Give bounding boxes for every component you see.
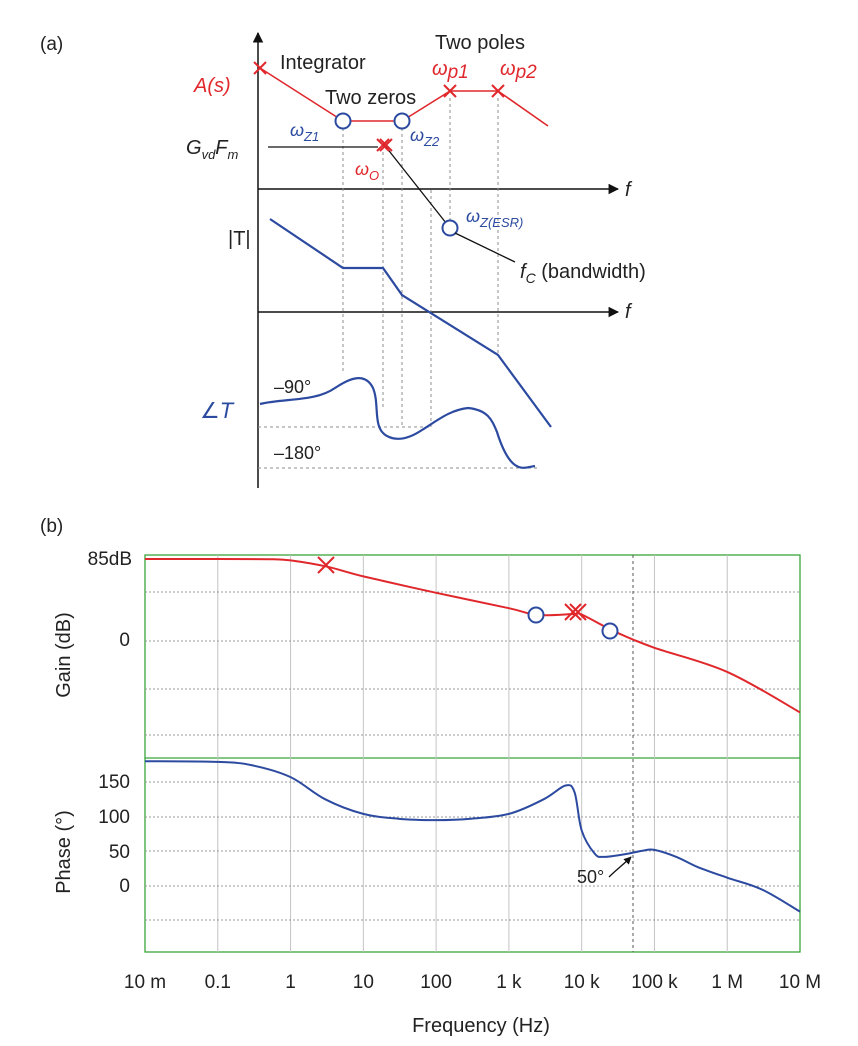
x-tick-label: 1 xyxy=(285,972,296,993)
wz2-label: ωZ2 xyxy=(410,125,440,149)
x-tick-label: 100 k xyxy=(631,972,678,993)
double-pole-to-esr-line xyxy=(385,146,451,229)
wz1-zero-marker xyxy=(334,112,352,130)
t-phase-curve xyxy=(259,377,536,469)
phase-margin-label: 50° xyxy=(577,867,604,887)
gain-axis-label: Gain (dB) xyxy=(53,612,75,698)
gain-tick-85db: 85dB xyxy=(88,549,132,570)
phase-tick-50: 50 xyxy=(109,842,130,863)
x-axis-label: Frequency (Hz) xyxy=(412,1015,550,1037)
plot-frame xyxy=(144,554,801,953)
fc-leader xyxy=(454,232,516,263)
minus-180-label: –180° xyxy=(274,443,321,463)
x-tick-label: 10 m xyxy=(124,972,166,993)
x-tick-label: 10 xyxy=(353,972,374,993)
panel-label-a: (a) xyxy=(40,34,63,55)
wp2-label: ωp2 xyxy=(500,58,537,83)
fc-bandwidth-label: fC (bandwidth) xyxy=(520,261,646,286)
phase-tick-150: 150 xyxy=(98,772,130,793)
horizontal-gridlines xyxy=(145,591,800,921)
x-tick-label: 10 k xyxy=(564,972,600,993)
two-poles-label: Two poles xyxy=(435,32,525,54)
phase-axis-label: Phase (°) xyxy=(53,810,75,894)
f-axis-label-upper: f xyxy=(625,179,633,201)
phase-tick-0: 0 xyxy=(119,876,130,897)
wo-double-pole-marker xyxy=(376,138,393,152)
two-zeros-label: Two zeros xyxy=(325,87,416,109)
gain-curve xyxy=(144,557,801,714)
wp1-label: ωp1 xyxy=(432,58,469,83)
f-axis-label-lower: f xyxy=(625,301,633,323)
part-b: (b) Gain (dB) Phase (°) Frequency (Hz) 1… xyxy=(40,516,821,1037)
t-magnitude-label: |T| xyxy=(228,228,251,250)
gvdfm-label: GvdFm xyxy=(186,137,239,162)
wz1-label: ωZ1 xyxy=(290,120,319,144)
x-tick-label: 0.1 xyxy=(205,972,231,993)
wp1-pole-marker xyxy=(443,84,457,98)
x-tick-label: 10 M xyxy=(779,972,821,993)
phase-tick-100: 100 xyxy=(98,807,130,828)
x-tick-label: 1 k xyxy=(496,972,522,993)
frequency-guides xyxy=(258,98,540,469)
gain-tick-0: 0 xyxy=(119,630,130,651)
panel-label-b: (b) xyxy=(40,516,63,537)
part-a: (a) f f xyxy=(40,31,646,488)
vertical-gridlines xyxy=(217,555,728,952)
gain-double-pole-marker xyxy=(564,603,587,621)
gain-zero1-marker xyxy=(527,606,545,624)
gain-integrator-pole-marker xyxy=(317,556,335,574)
wz2-zero-marker xyxy=(393,112,411,130)
integrator-pole-marker xyxy=(253,61,267,75)
gain-zero2-marker xyxy=(601,622,619,640)
integrator-label: Integrator xyxy=(280,52,366,74)
wo-label: ωO xyxy=(355,159,379,183)
x-tick-label: 100 xyxy=(420,972,452,993)
phase-margin-arrow xyxy=(608,856,632,878)
x-tick-labels: 10 m 0.1 1 10 100 1 k 10 k 100 k 1 M 10 M xyxy=(124,972,821,993)
a-s-label: A(s) xyxy=(193,75,231,97)
t-magnitude-curve xyxy=(269,218,552,428)
esr-zero-label: ωZ(ESR) xyxy=(466,206,523,230)
wp2-pole-marker xyxy=(491,84,505,98)
phase-curve xyxy=(144,760,801,913)
a-s-curve xyxy=(259,67,549,127)
x-tick-label: 1 M xyxy=(711,972,743,993)
minus-90-label: –90° xyxy=(274,377,311,397)
esr-zero-marker xyxy=(441,219,459,237)
t-phase-label: ∠T xyxy=(200,398,235,423)
